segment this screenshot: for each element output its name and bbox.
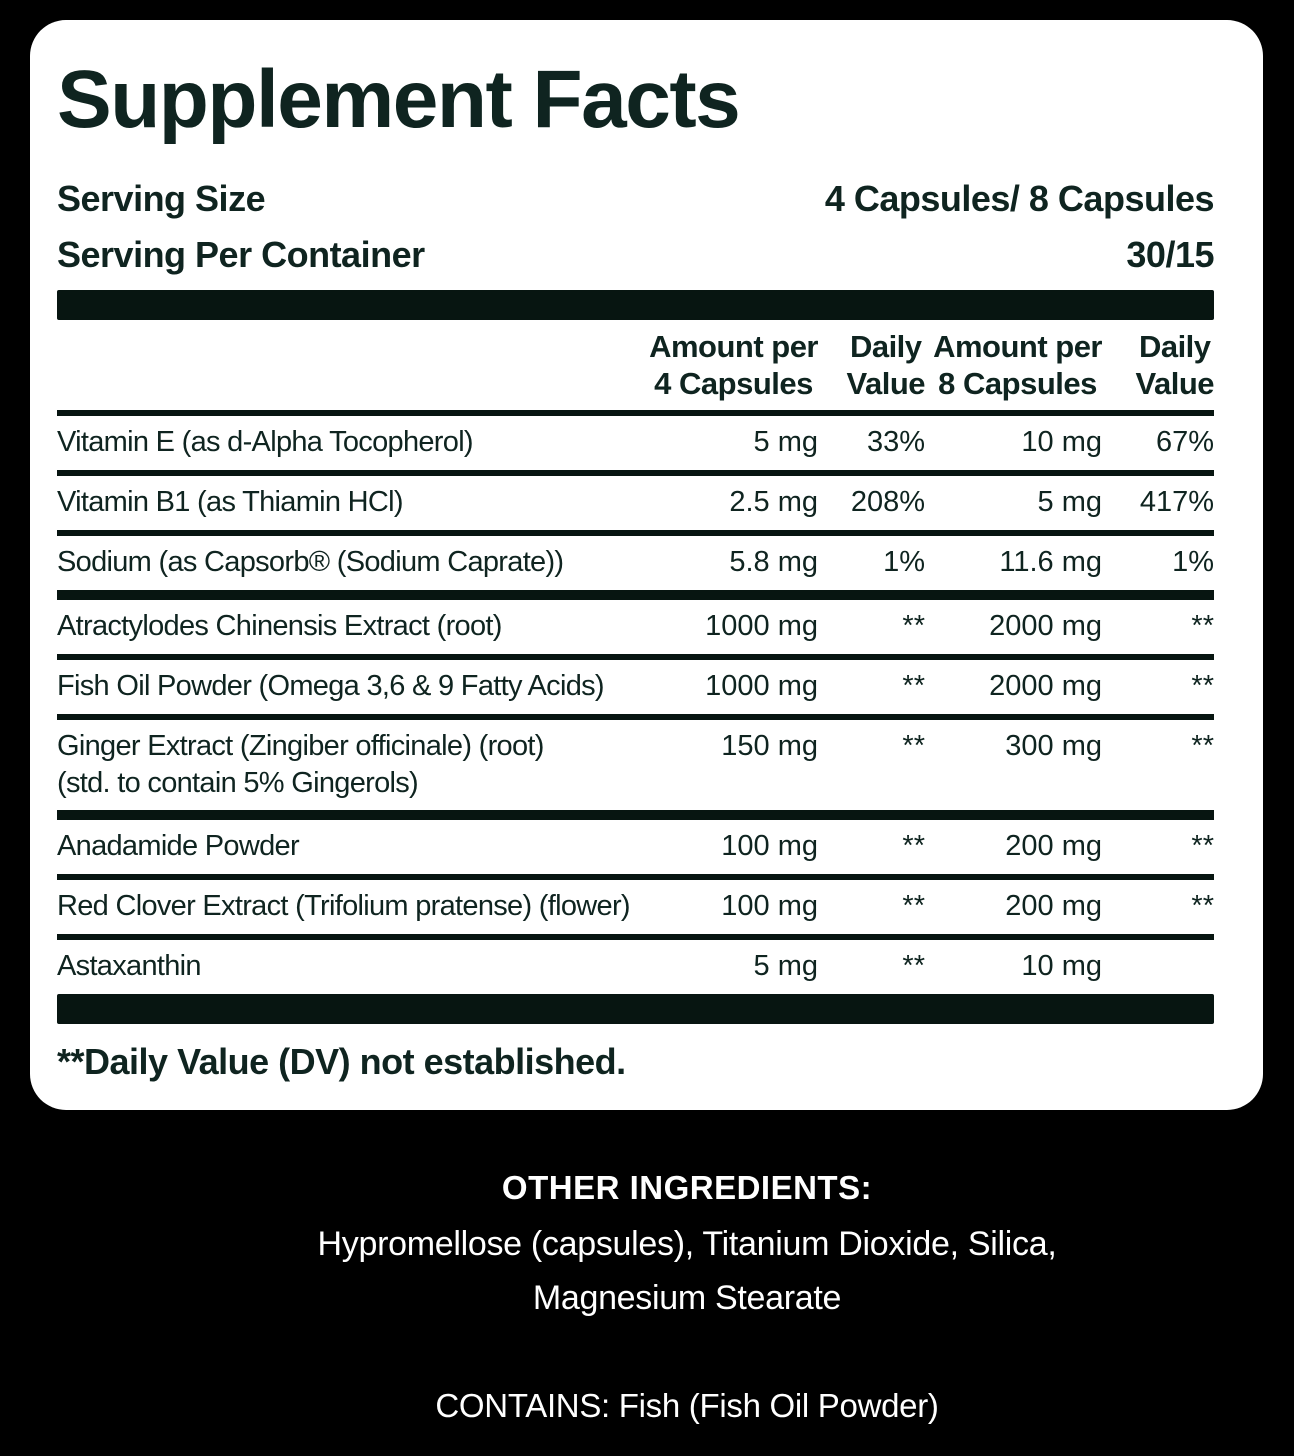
ingredient-name: Fish Oil Powder (Omega 3,6 & 9 Fatty Aci… [57,670,605,702]
amount-per-8-capsules-value: 200 mg [1005,890,1102,922]
daily-value-8-capsules: ** [1191,730,1214,762]
daily-value-8-capsules: ** [1191,670,1214,702]
servings-per-container-label: Serving Per Container [57,234,425,275]
amount-per-4-capsules-value: 150 mg [721,730,818,762]
ingredient-name: Red Clover Extract (Trifolium pratense) … [57,890,631,922]
amount-per-4-capsules-value: 2.5 mg [729,486,818,518]
header-daily-value-8: Daily Value [1135,329,1215,401]
amount-per-4-capsules-value: 100 mg [721,830,818,862]
ingredient-name: Sodium (as Capsorb® (Sodium Caprate)) [57,546,564,578]
amount-per-4-capsules-value: 1000 mg [705,670,818,702]
table-row: Vitamin E (as d-Alpha Tocopherol) 5 mg 33%… [57,416,1214,476]
separator-bar-bottom [57,994,1214,1024]
table-row: Fish Oil Powder (Omega 3,6 & 9 Fatty Aci… [57,660,1214,720]
table-row: Vitamin B1 (as Thiamin HCl) 2.5 mg 208% 5 m… [57,476,1214,536]
daily-value-4-capsules: ** [902,730,925,762]
other-ingredients-line2: Magnesium Stearate [532,1279,842,1317]
amount-per-8-capsules-value: 10 mg [1021,950,1102,982]
table-row: Ginger Extract (Zingiber officinale) (ro… [57,720,1214,820]
amount-per-4-capsules-value: 5.8 mg [729,546,818,578]
daily-value-4-capsules: 1% [883,546,925,578]
daily-value-4-capsules: 208% [850,486,925,518]
table-row: Sodium (as Capsorb® (Sodium Caprate)) 5.8… [57,536,1214,600]
daily-value-8-capsules: 417% [1139,486,1214,518]
other-ingredients-heading: OTHER INGREDIENTS: [501,1169,873,1206]
ingredient-name: Vitamin B1 (as Thiamin HCl) [57,486,404,518]
serving-size-value: 4 Capsules/ 8 Capsules [824,178,1215,219]
bottom-section: OTHER INGREDIENTS: Hypromellose (capsule… [66,1168,1294,1428]
daily-value-4-capsules: ** [902,830,925,862]
daily-value-4-capsules: ** [902,670,925,702]
servings-per-container-value: 30/15 [1126,234,1214,275]
daily-value-4-capsules: ** [902,950,925,982]
amount-per-4-capsules-value: 5 mg [753,426,818,458]
daily-value-footnote: **Daily Value (DV) not established. [57,1041,626,1082]
table-header: Amount per 4 Capsules Daily Value Amount… [57,328,1214,404]
ingredient-name: Vitamin E (as d-Alpha Tocopherol) [57,426,474,458]
table-row: Anadamide Powder 100 mg ** 200 mg ** [57,820,1214,880]
header-daily-value-4: Daily Value [846,329,926,401]
header-amount-per-8-capsules: Amount per 8 Capsules [933,329,1102,401]
servings-per-container-row: Serving Per Container 30/15 [57,234,1214,276]
panel-content: Supplement Facts Serving Size 4 Capsules… [57,54,1215,1084]
daily-value-4-capsules: ** [902,610,925,642]
table-rows: Vitamin E (as d-Alpha Tocopherol) 5 mg 33%… [57,416,1214,994]
table-row: Atractylodes Chinensis Extract (root) 100… [57,600,1214,660]
amount-per-4-capsules-value: 1000 mg [705,610,818,642]
daily-value-8-capsules: 1% [1172,546,1214,578]
amount-per-8-capsules-value: 2000 mg [989,610,1102,642]
amount-per-8-capsules-value: 5 mg [1037,486,1102,518]
ingredient-name: Astaxanthin [57,950,202,982]
daily-value-8-capsules: ** [1191,610,1214,642]
daily-value-8-capsules: 67% [1155,426,1214,458]
ingredient-name-subline: (std. to contain 5% Gingerols) [57,767,419,799]
daily-value-4-capsules: 33% [866,426,925,458]
amount-per-4-capsules-value: 5 mg [753,950,818,982]
table-row: Red Clover Extract (Trifolium pratense) … [57,880,1214,940]
serving-size-row: Serving Size 4 Capsules/ 8 Capsules [57,178,1215,220]
amount-per-8-capsules-value: 300 mg [1005,730,1102,762]
ingredient-name: Anadamide Powder [57,830,300,862]
amount-per-8-capsules-value: 200 mg [1005,830,1102,862]
ingredient-name: Ginger Extract (Zingiber officinale) (ro… [57,727,1214,801]
separator-bar-top [57,290,1214,320]
daily-value-4-capsules: ** [902,890,925,922]
amount-per-4-capsules-value: 100 mg [721,890,818,922]
contains-statement: CONTAINS: Fish (Fish Oil Powder) [435,1387,939,1424]
daily-value-8-capsules: ** [1191,830,1214,862]
other-ingredients-line1: Hypromellose (capsules), Titanium Dioxid… [317,1225,1057,1263]
amount-per-8-capsules-value: 11.6 mg [999,546,1102,578]
header-amount-per-4-capsules: Amount per 4 Capsules [649,329,818,401]
serving-size-label: Serving Size [57,178,266,219]
ingredient-name: Atractylodes Chinensis Extract (root) [57,610,502,642]
supplement-facts-panel: Supplement Facts Serving Size 4 Capsules… [30,20,1263,1110]
daily-value-8-capsules: ** [1191,890,1214,922]
header-separator [57,410,1214,416]
amount-per-8-capsules-value: 10 mg [1021,426,1102,458]
table-row: Astaxanthin 5 mg ** 10 mg [57,940,1214,994]
amount-per-8-capsules-value: 2000 mg [989,670,1102,702]
panel-title: Supplement Facts [57,54,741,145]
